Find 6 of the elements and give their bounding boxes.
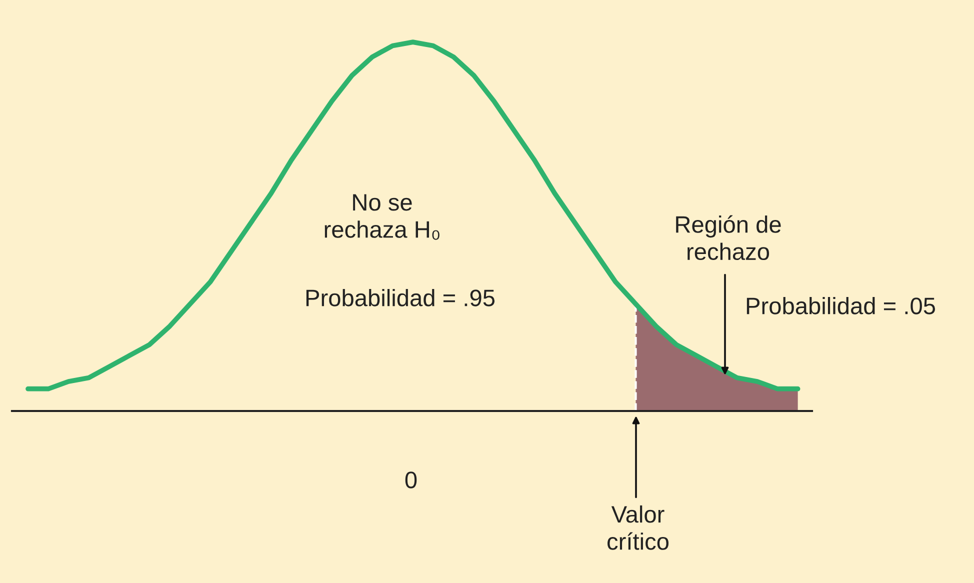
annotation: Probabilidad = .05 [746,296,936,314]
annotation: Probabilidad = .95 [306,288,495,306]
annotation: No se rechaza H₀ [324,194,440,240]
text: 0 [405,472,417,488]
annotation: Región de rechazo [676,215,781,260]
text: Valor crítico [608,505,668,550]
